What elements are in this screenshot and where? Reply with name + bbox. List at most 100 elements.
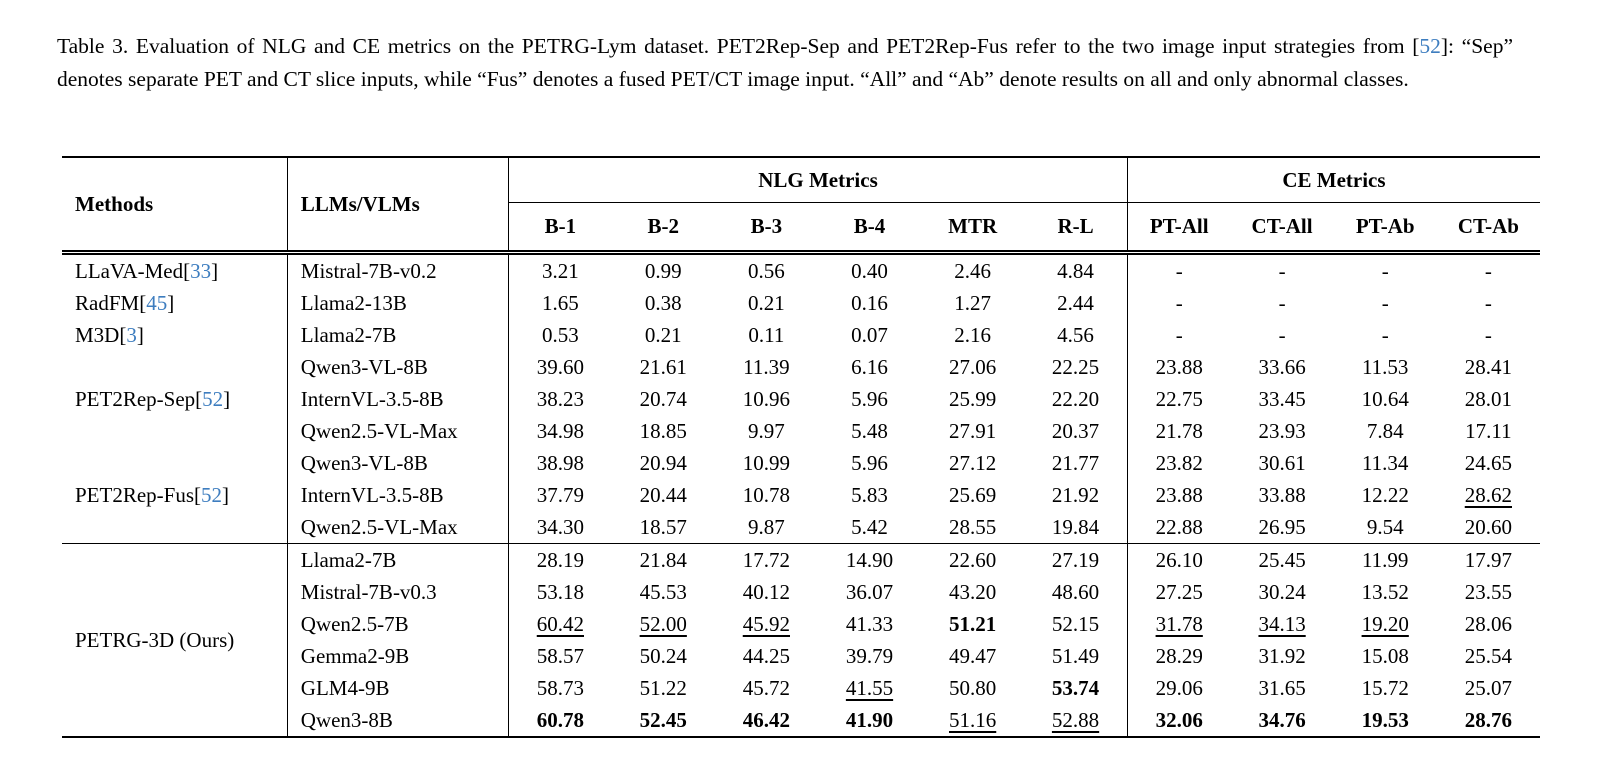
cell-b1: 34.98 bbox=[536, 418, 584, 443]
cell-ct-ab: 28.41 bbox=[1464, 354, 1512, 379]
citation-link[interactable]: 52 bbox=[201, 482, 223, 507]
method-label: PET2Rep-Sep[52] bbox=[62, 351, 288, 447]
cell-b4: 36.07 bbox=[845, 579, 894, 604]
cell-rl: 2.44 bbox=[1024, 287, 1128, 319]
cell-pt-ab: 11.99 bbox=[1333, 543, 1437, 576]
header-b1: B-1 bbox=[508, 202, 612, 255]
cell-ct-all: - bbox=[1278, 290, 1286, 315]
cell-b2: 18.57 bbox=[639, 514, 687, 539]
table-row: Qwen2.5-7B 60.42 52.00 45.92 41.33 51.21 52.15… bbox=[62, 608, 1540, 640]
cell-b2: 51.22 bbox=[639, 675, 687, 700]
header-llms-vlms: LLMs/VLMs bbox=[287, 157, 510, 255]
table-row: Qwen2.5-VL-Max 34.30 18.57 9.87 5.42 28.55 19.… bbox=[62, 511, 1540, 544]
model-label: Llama2-7B bbox=[287, 319, 510, 351]
cell-b2: 20.94 bbox=[639, 450, 687, 475]
method-label: PETRG-3D (Ours) bbox=[62, 543, 288, 737]
cell-mtr: 51.21 bbox=[949, 611, 997, 636]
cell-ct-ab: 28.01 bbox=[1464, 386, 1512, 411]
model-label: Llama2-13B bbox=[287, 287, 510, 319]
cell-pt-ab: 11.53 bbox=[1361, 354, 1409, 379]
citation-link[interactable]: 45 bbox=[146, 290, 168, 315]
cell-b4: 41.55 bbox=[845, 675, 894, 700]
cell-mtr: 27.12 bbox=[949, 450, 997, 475]
cell-pt-all: 28.29 bbox=[1155, 643, 1203, 668]
model-label: Gemma2-9B bbox=[287, 640, 510, 672]
cell-rl: 21.77 bbox=[1024, 447, 1128, 479]
cell-rl: 21.92 bbox=[1024, 479, 1128, 511]
cell-pt-ab: 19.53 bbox=[1361, 707, 1409, 732]
model-label: Llama2-7B bbox=[287, 543, 510, 576]
cell-pt-all: 29.06 bbox=[1155, 675, 1203, 700]
cell-b4: 14.90 bbox=[817, 543, 922, 576]
model-label: Qwen2.5-7B bbox=[287, 608, 510, 640]
cell-pt-ab: 9.54 bbox=[1366, 514, 1404, 539]
citation-link[interactable]: 33 bbox=[190, 258, 212, 283]
table-row: Qwen2.5-VL-Max 34.98 18.85 9.97 5.48 27.91 20.… bbox=[62, 415, 1540, 447]
table-body: LLaVA-Med[33] Mistral-7B-v0.2 3.21 0.99 0.56… bbox=[62, 252, 1540, 737]
citation-link[interactable]: 52 bbox=[202, 386, 224, 411]
cell-pt-all: 26.10 bbox=[1127, 543, 1231, 576]
cell-b2: 20.44 bbox=[639, 482, 687, 507]
cell-mtr: 27.06 bbox=[949, 354, 997, 379]
citation-link[interactable]: 52 bbox=[1419, 34, 1441, 58]
cell-ct-all: 34.13 bbox=[1258, 611, 1306, 636]
cell-mtr: 28.55 bbox=[949, 514, 997, 539]
cell-b2: 52.45 bbox=[639, 707, 687, 732]
cell-rl: 4.56 bbox=[1024, 319, 1128, 351]
cell-b2: 45.53 bbox=[639, 579, 687, 604]
cell-rl: 52.88 bbox=[1024, 704, 1128, 737]
cell-b4: 5.96 bbox=[851, 450, 888, 475]
cell-ct-ab: - bbox=[1484, 290, 1492, 315]
header-pt-all: PT-All bbox=[1127, 202, 1231, 255]
cell-b1: 1.65 bbox=[542, 290, 579, 315]
citation-link[interactable]: 3 bbox=[126, 322, 137, 347]
cell-pt-all: - bbox=[1175, 322, 1183, 347]
cell-b1: 37.79 bbox=[536, 482, 584, 507]
cell-rl: 4.84 bbox=[1024, 252, 1128, 287]
cell-mtr: 2.46 bbox=[954, 258, 991, 283]
cell-b4: 0.07 bbox=[851, 322, 888, 347]
cell-ct-ab: - bbox=[1484, 322, 1492, 347]
table-row: PET2Rep-Fus[52] Qwen3-VL-8B 38.98 20.94 10.9… bbox=[62, 447, 1540, 544]
header-ct-ab: CT-Ab bbox=[1436, 202, 1540, 255]
cell-pt-ab: - bbox=[1381, 322, 1389, 347]
table-row: M3D[3] Llama2-7B 0.53 0.21 0.11 0.07 2.16 4.56 -… bbox=[62, 319, 1540, 351]
cell-mtr: 27.91 bbox=[949, 418, 997, 443]
cell-b3: 11.39 bbox=[743, 354, 790, 379]
cell-b3: 9.97 bbox=[748, 418, 785, 443]
table-row: Mistral-7B-v0.3 53.18 45.53 40.12 36.07 43.20… bbox=[62, 576, 1540, 608]
cell-b4: 5.83 bbox=[851, 482, 888, 507]
cell-mtr: 49.47 bbox=[949, 643, 997, 668]
cell-pt-ab: - bbox=[1381, 290, 1389, 315]
cell-pt-all: - bbox=[1175, 290, 1183, 315]
cell-b1: 38.23 bbox=[536, 386, 584, 411]
cell-rl: 20.37 bbox=[1024, 415, 1128, 447]
cell-ct-all: 33.66 bbox=[1258, 354, 1306, 379]
cell-ct-all: 25.45 bbox=[1230, 543, 1334, 576]
cell-b4: 5.96 bbox=[851, 386, 888, 411]
caption-text-after: ]: “Sep” denotes separate PET and CT sli… bbox=[57, 34, 1513, 91]
table-row: InternVL-3.5-8B 38.23 20.74 10.96 5.96 25.99 2… bbox=[62, 383, 1540, 415]
cell-ct-ab: 17.97 bbox=[1436, 543, 1540, 576]
cell-ct-ab: 17.11 bbox=[1465, 418, 1512, 443]
cell-ct-all: 33.88 bbox=[1258, 482, 1306, 507]
cell-rl: 48.60 bbox=[1024, 576, 1128, 608]
method-label: RadFM[45] bbox=[62, 287, 288, 319]
cell-b3: 0.21 bbox=[748, 290, 785, 315]
cell-ct-all: 31.65 bbox=[1258, 675, 1306, 700]
cell-b1: 3.21 bbox=[542, 258, 579, 283]
cell-b1: 0.53 bbox=[542, 322, 579, 347]
cell-b1: 60.42 bbox=[536, 611, 584, 636]
cell-pt-all: 21.78 bbox=[1155, 418, 1203, 443]
cell-pt-all: 31.78 bbox=[1155, 611, 1203, 636]
cell-b4: 0.40 bbox=[851, 258, 888, 283]
cell-b2: 0.21 bbox=[644, 322, 682, 347]
metrics-table: Methods LLMs/VLMs NLG Metrics CE Metrics… bbox=[62, 156, 1540, 738]
cell-b4: 5.42 bbox=[851, 514, 888, 539]
cell-rl: 22.25 bbox=[1024, 351, 1128, 383]
cell-rl: 53.74 bbox=[1024, 672, 1128, 704]
cell-mtr: 2.16 bbox=[954, 322, 991, 347]
cell-ct-ab: 25.07 bbox=[1464, 675, 1512, 700]
cell-b1: 28.19 bbox=[508, 543, 612, 576]
cell-mtr: 25.99 bbox=[949, 386, 997, 411]
